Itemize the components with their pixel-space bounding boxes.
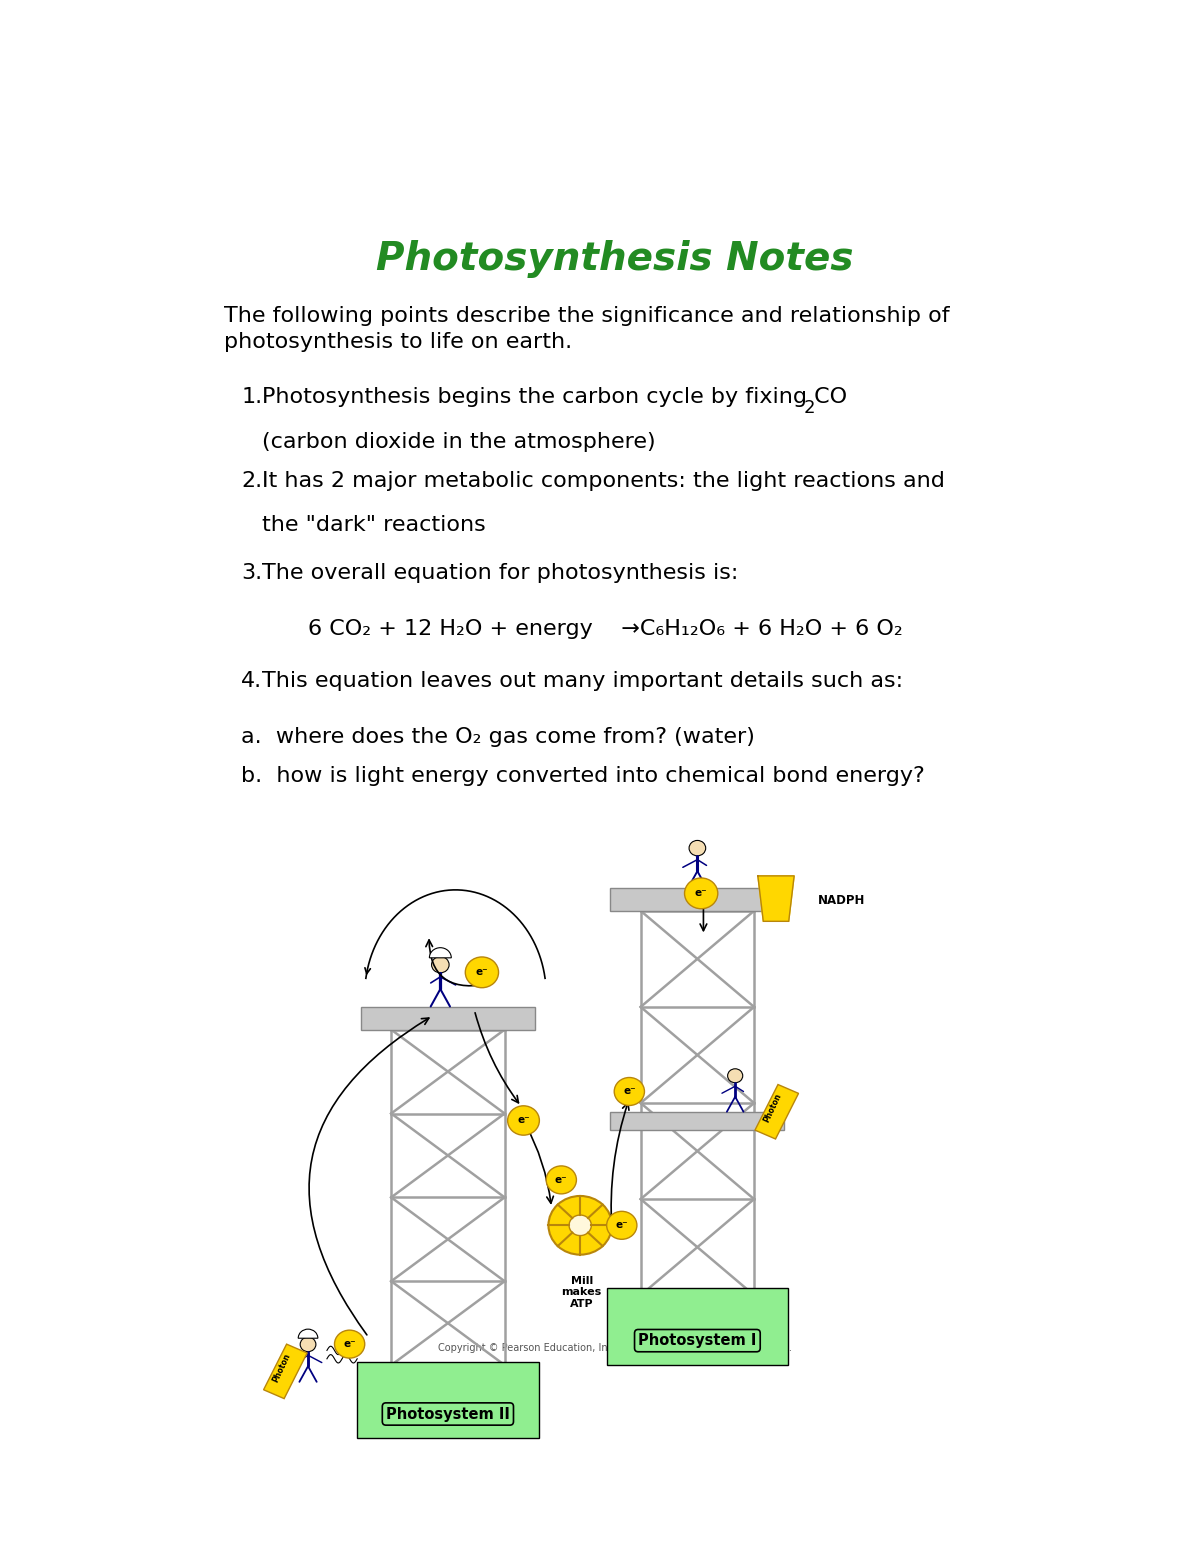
Text: Photosystem I: Photosystem I [638, 1332, 756, 1348]
Text: 2: 2 [804, 399, 815, 418]
Text: b.  how is light energy converted into chemical bond energy?: b. how is light energy converted into ch… [241, 766, 925, 786]
Bar [611, 888, 785, 910]
Text: e⁻: e⁻ [623, 1087, 636, 1096]
Circle shape [684, 877, 718, 909]
Circle shape [727, 1068, 743, 1082]
Text: Photosystem II: Photosystem II [386, 1407, 510, 1421]
Circle shape [569, 1214, 592, 1236]
Text: NADPH: NADPH [818, 895, 865, 907]
Text: a.  where does the O₂ gas come from? (water): a. where does the O₂ gas come from? (wat… [241, 727, 755, 747]
Text: Copyright © Pearson Education, Inc. publishing as Benjamin Cummings.: Copyright © Pearson Education, Inc. publ… [438, 1343, 792, 1353]
Text: The overall equation for photosynthesis is:: The overall equation for photosynthesis … [262, 564, 738, 582]
Text: e⁻: e⁻ [475, 968, 488, 977]
Text: e⁻: e⁻ [554, 1176, 568, 1185]
FancyArrowPatch shape [426, 940, 485, 986]
Polygon shape [758, 876, 794, 921]
Polygon shape [264, 1345, 307, 1399]
Text: Mill
makes
ATP: Mill makes ATP [562, 1275, 602, 1309]
Circle shape [546, 1166, 576, 1194]
Circle shape [614, 1078, 644, 1106]
Text: This equation leaves out many important details such as:: This equation leaves out many important … [262, 671, 902, 691]
Bar [611, 1112, 785, 1131]
Circle shape [689, 840, 706, 856]
Circle shape [432, 957, 449, 972]
Text: It has 2 major metabolic components: the light reactions and: It has 2 major metabolic components: the… [262, 471, 944, 491]
Bar [607, 1289, 788, 1365]
FancyArrowPatch shape [524, 1123, 553, 1204]
Text: the "dark" reactions: the "dark" reactions [262, 516, 485, 536]
Text: The following points describe the significance and relationship of
photosynthesi: The following points describe the signif… [224, 306, 950, 353]
Text: (carbon dioxide in the atmosphere): (carbon dioxide in the atmosphere) [262, 432, 655, 452]
Text: 2.: 2. [241, 471, 263, 491]
Wedge shape [299, 1329, 318, 1339]
Text: e⁻: e⁻ [343, 1339, 356, 1350]
Circle shape [300, 1337, 316, 1351]
Text: 3.: 3. [241, 564, 263, 582]
FancyArrowPatch shape [700, 905, 707, 930]
Circle shape [466, 957, 498, 988]
Text: e⁻: e⁻ [616, 1221, 628, 1230]
Circle shape [607, 1211, 637, 1239]
FancyArrowPatch shape [310, 1019, 428, 1336]
Text: Photon: Photon [271, 1351, 293, 1384]
Text: 1.: 1. [241, 387, 263, 407]
Polygon shape [755, 1084, 798, 1138]
Wedge shape [430, 947, 451, 958]
Circle shape [508, 1106, 539, 1135]
FancyArrowPatch shape [475, 1013, 518, 1103]
Bar [361, 1008, 535, 1030]
Circle shape [548, 1196, 612, 1255]
Text: 4.: 4. [241, 671, 263, 691]
Text: 6 CO₂ + 12 H₂O + energy    →C₆H₁₂O₆ + 6 H₂O + 6 O₂: 6 CO₂ + 12 H₂O + energy →C₆H₁₂O₆ + 6 H₂O… [308, 620, 902, 640]
Bar [358, 1362, 539, 1438]
Text: Photosynthesis Notes: Photosynthesis Notes [377, 241, 853, 278]
FancyArrowPatch shape [611, 1103, 629, 1230]
Text: e⁻: e⁻ [695, 888, 708, 898]
Text: Photon: Photon [762, 1092, 784, 1124]
Text: e⁻: e⁻ [517, 1115, 530, 1126]
Circle shape [335, 1329, 365, 1357]
Text: Photosynthesis begins the carbon cycle by fixing CO: Photosynthesis begins the carbon cycle b… [262, 387, 847, 407]
